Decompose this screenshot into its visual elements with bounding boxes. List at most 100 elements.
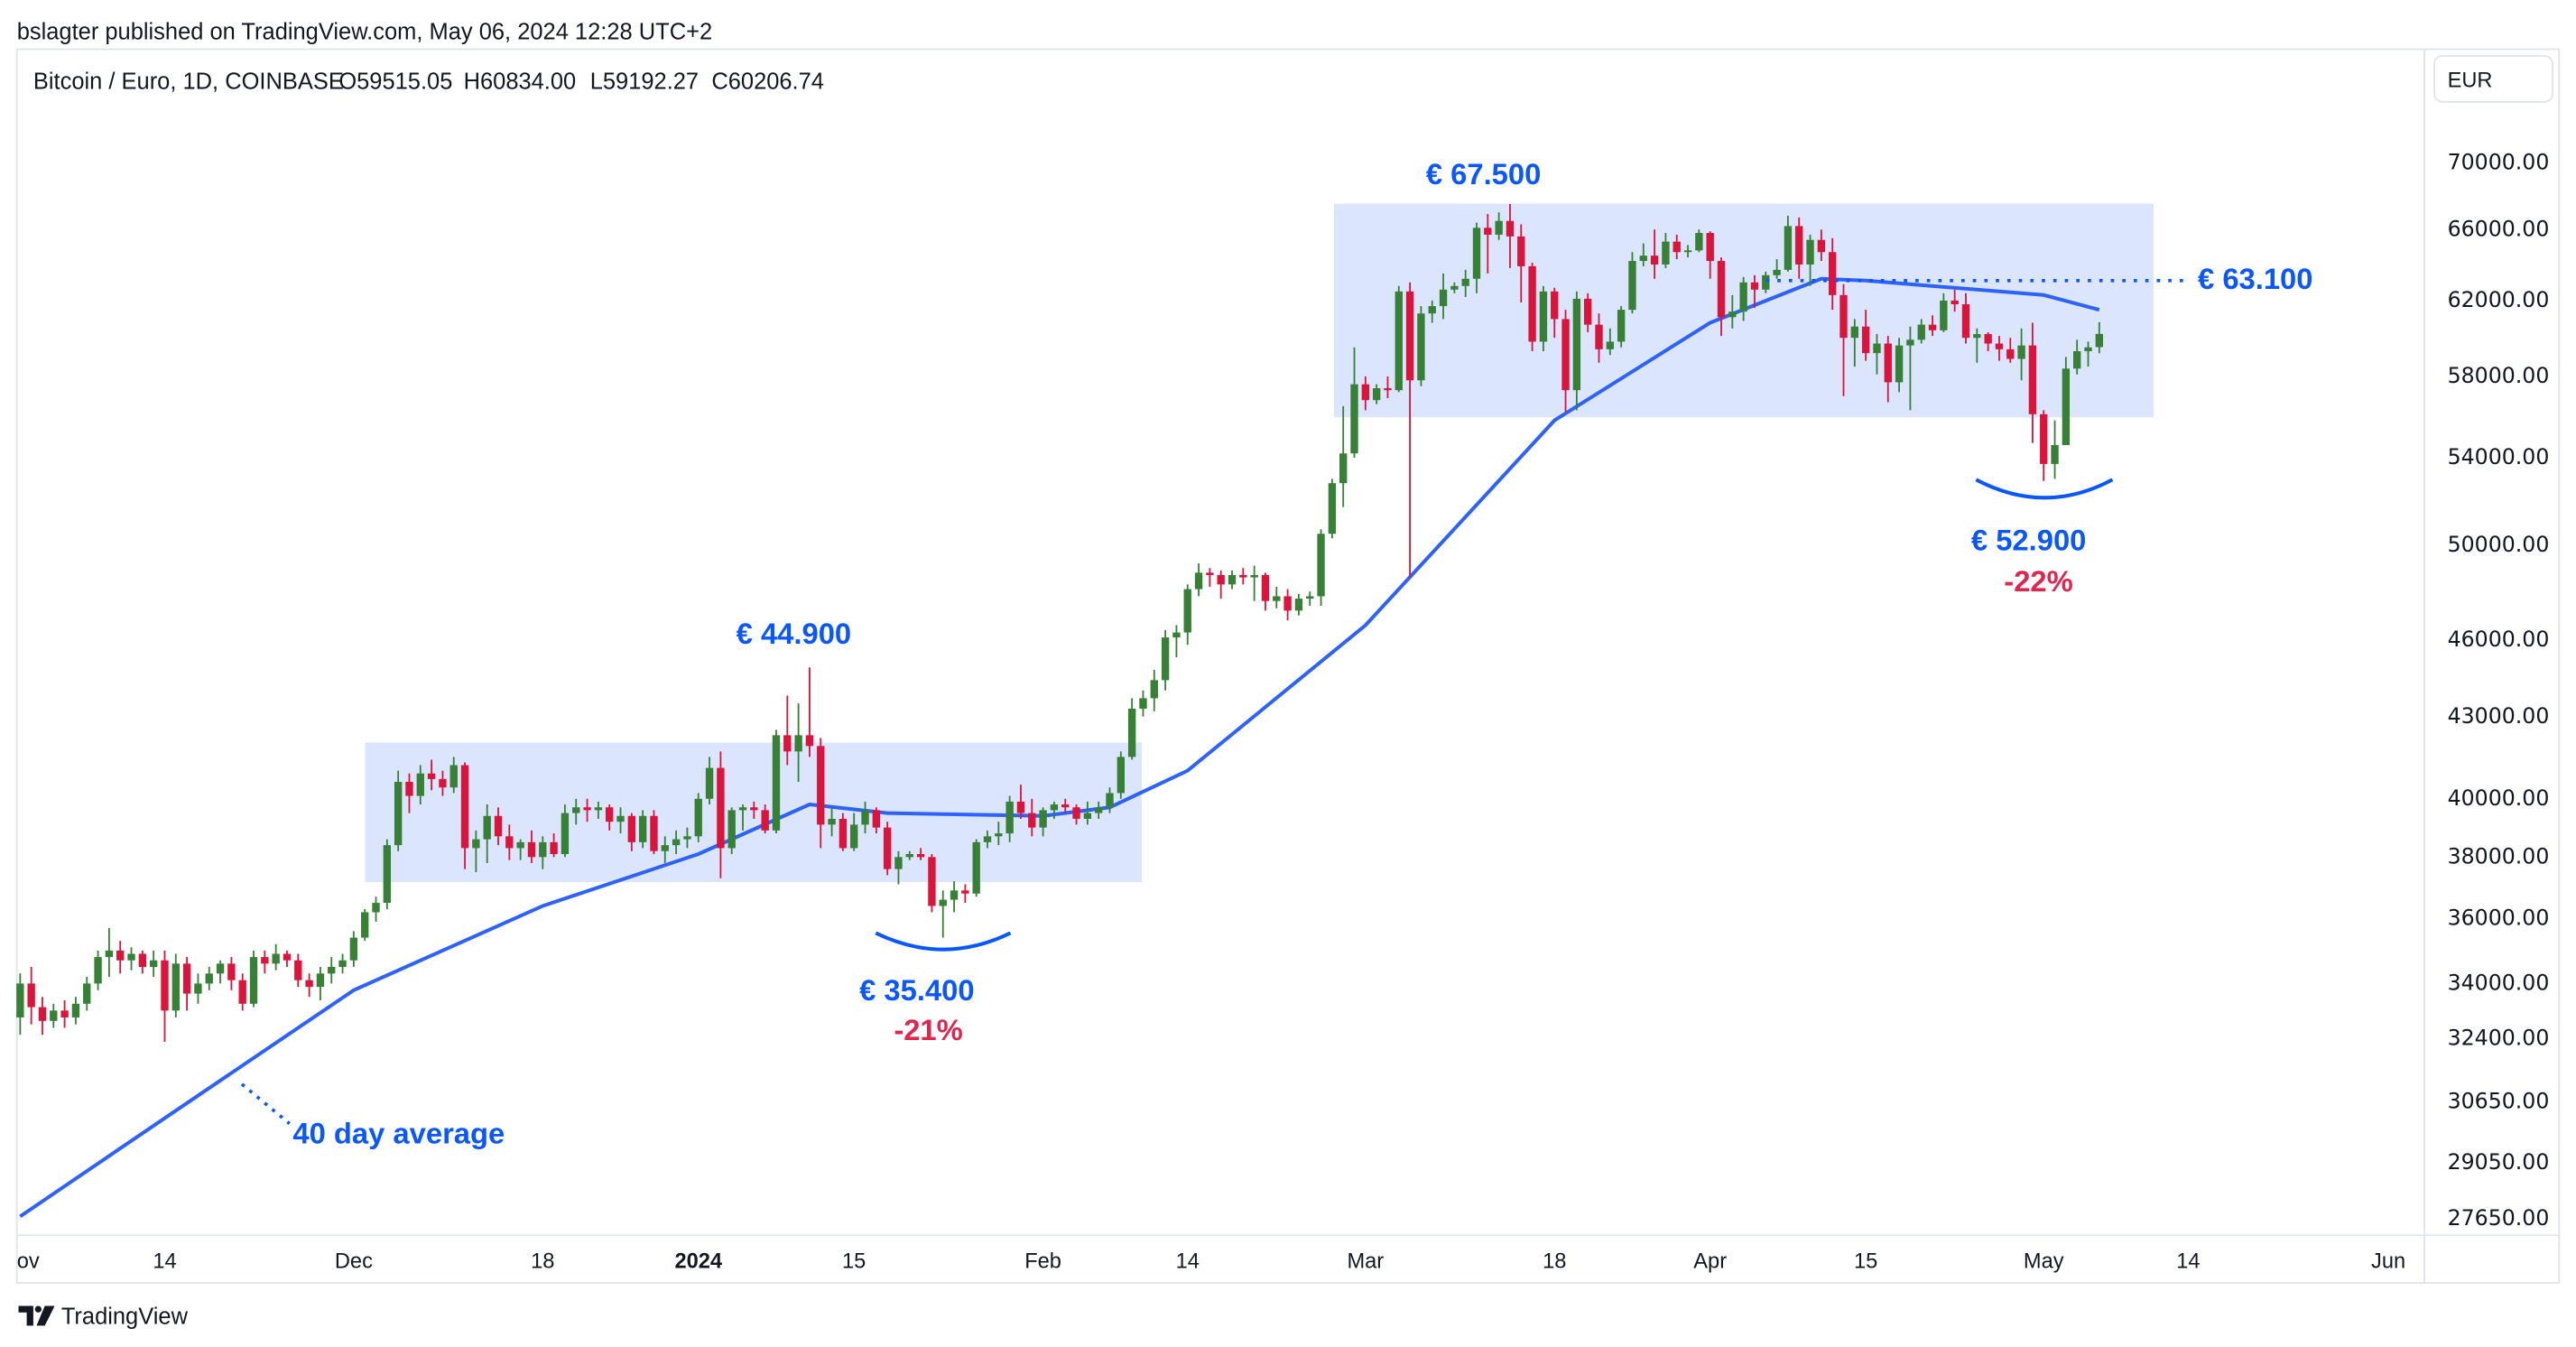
candle-up	[328, 957, 336, 984]
price-tick-label: 58000.00	[2448, 363, 2550, 388]
candle-up	[1439, 273, 1448, 320]
candle-down	[227, 957, 236, 990]
candle-down	[1283, 589, 1292, 621]
candle-down	[1517, 224, 1525, 302]
candle-body	[1139, 698, 1147, 709]
time-axis[interactable]: ov 14 Dec 18 2024 15 Feb 14 Mar 18 Apr 15 May 14 Jun	[17, 1250, 2405, 1274]
price-tick-label: 27650.00	[2448, 1205, 2550, 1231]
candle-body	[1194, 572, 1203, 590]
candle-up	[983, 830, 992, 849]
candle-down	[1551, 287, 1559, 339]
range-high-label: € 44.900	[737, 617, 851, 650]
candle-body	[1906, 339, 1914, 346]
candle-body	[182, 963, 191, 994]
candle-body	[261, 957, 269, 964]
candle-up	[950, 881, 959, 913]
candle-down	[1405, 282, 1414, 578]
candle-body	[983, 836, 992, 842]
candle-down	[550, 833, 558, 858]
candle-body	[349, 937, 358, 961]
time-tick-label: 14	[1176, 1250, 1200, 1274]
candle-body	[1773, 269, 1781, 275]
candle-body	[116, 950, 125, 961]
candle-up	[1762, 271, 1770, 293]
candle-up	[828, 807, 836, 837]
candle-up	[205, 966, 213, 990]
candle-body	[83, 983, 91, 1004]
candle-up	[1161, 629, 1170, 691]
candle-up	[1127, 698, 1136, 760]
candle-down	[161, 950, 169, 1042]
currency-button[interactable]: EUR	[2433, 54, 2553, 103]
candle-body	[238, 980, 246, 1004]
time-tick-label: Mar	[1347, 1250, 1384, 1274]
candle-up	[1895, 338, 1904, 393]
candle-body	[394, 781, 403, 846]
candle-down	[60, 1000, 69, 1028]
candle-up	[1250, 565, 1258, 601]
candle-up	[394, 770, 403, 851]
candle-body	[1829, 252, 1837, 295]
candle-down	[1951, 289, 1959, 312]
candle-body	[717, 767, 725, 849]
price-axis[interactable]: 70000.00 66000.00 62000.00 58000.00 54000.00…	[2448, 149, 2550, 1231]
candle-down	[1795, 217, 1803, 279]
candle-body	[1372, 388, 1381, 401]
candle-body	[427, 773, 436, 779]
tradingview-logo-icon	[18, 1305, 55, 1326]
candle-down	[1028, 798, 1036, 837]
candle-up	[2017, 328, 2025, 381]
candle-down	[1261, 572, 1270, 611]
candle-down	[817, 738, 825, 849]
candle-down	[27, 966, 35, 1025]
candle-body	[1717, 261, 1726, 318]
candle-body	[872, 810, 881, 828]
candle-up	[1050, 801, 1059, 819]
candle-up	[1539, 285, 1548, 351]
candle-up	[738, 804, 747, 831]
candle-body	[1539, 291, 1548, 342]
open-value: O59515.05	[338, 69, 452, 94]
candle-up	[1039, 807, 1047, 837]
tradingview-logo[interactable]: TradingView	[18, 1305, 189, 1330]
candle-body	[1450, 285, 1459, 290]
low-arc-may	[1975, 478, 2114, 500]
candle-up	[1850, 319, 1859, 367]
candle-body	[1439, 289, 1448, 307]
candle-up	[1395, 285, 1403, 393]
candle-body	[606, 807, 614, 822]
candle-body	[449, 765, 458, 788]
candle-down	[1984, 331, 1992, 351]
candle-down	[1239, 568, 1247, 585]
candle-down	[1717, 257, 1726, 337]
candle-body	[1928, 324, 1937, 330]
candle-body	[1561, 319, 1570, 391]
candle-body	[1917, 324, 1925, 340]
candle-body	[94, 957, 102, 984]
candle-up	[1117, 751, 1126, 799]
candle-up	[1906, 326, 1914, 411]
ma-pointer-line	[240, 1082, 291, 1125]
ohlc-legend: Bitcoin / Euro, 1D, COINBASE O59515.05 H…	[33, 69, 824, 94]
candle-body	[227, 963, 236, 980]
candle-down	[627, 813, 636, 851]
candle-body	[1784, 226, 1793, 270]
candle-body	[1339, 453, 1348, 484]
candle-down	[2040, 410, 2048, 481]
candle-up	[594, 801, 603, 819]
candle-down	[1061, 798, 1070, 813]
candle-body	[950, 890, 959, 900]
candle-up	[1773, 259, 1781, 279]
candle-body	[1861, 326, 1870, 354]
candle-up	[661, 836, 669, 863]
candle-body	[894, 857, 903, 869]
candle-up	[2062, 357, 2071, 445]
candle-body	[1461, 278, 1469, 286]
candle-body	[2051, 444, 2059, 464]
candle-up	[694, 793, 702, 842]
candle-body	[1795, 226, 1803, 265]
candle-body	[738, 807, 747, 811]
candle-body	[1361, 384, 1370, 401]
publisher-line: bslagter published on TradingView.com, M…	[17, 20, 712, 45]
candle-body	[2028, 345, 2037, 414]
